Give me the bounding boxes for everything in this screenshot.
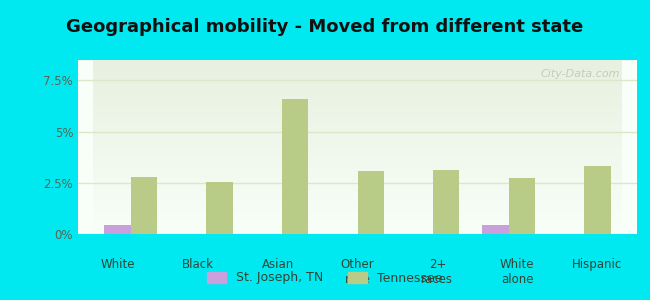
Bar — [105, 225, 131, 234]
Text: Geographical mobility - Moved from different state: Geographical mobility - Moved from diffe… — [66, 18, 584, 36]
Bar — [584, 167, 610, 234]
Text: Black: Black — [182, 258, 214, 271]
Bar — [433, 169, 460, 234]
Text: White
alone: White alone — [500, 258, 534, 286]
Bar — [207, 182, 233, 234]
Bar — [358, 170, 384, 234]
Text: 2+
races: 2+ races — [421, 258, 453, 286]
Bar — [131, 177, 157, 234]
Bar — [482, 225, 508, 234]
Text: White: White — [101, 258, 135, 271]
Bar — [508, 178, 535, 234]
Legend: St. Joseph, TN, Tennessee: St. Joseph, TN, Tennessee — [202, 265, 448, 291]
Text: City-Data.com: City-Data.com — [541, 69, 620, 79]
Text: Other
race: Other race — [341, 258, 374, 286]
Bar — [282, 99, 308, 234]
Text: Hispanic: Hispanic — [572, 258, 622, 271]
Text: Asian: Asian — [261, 258, 294, 271]
